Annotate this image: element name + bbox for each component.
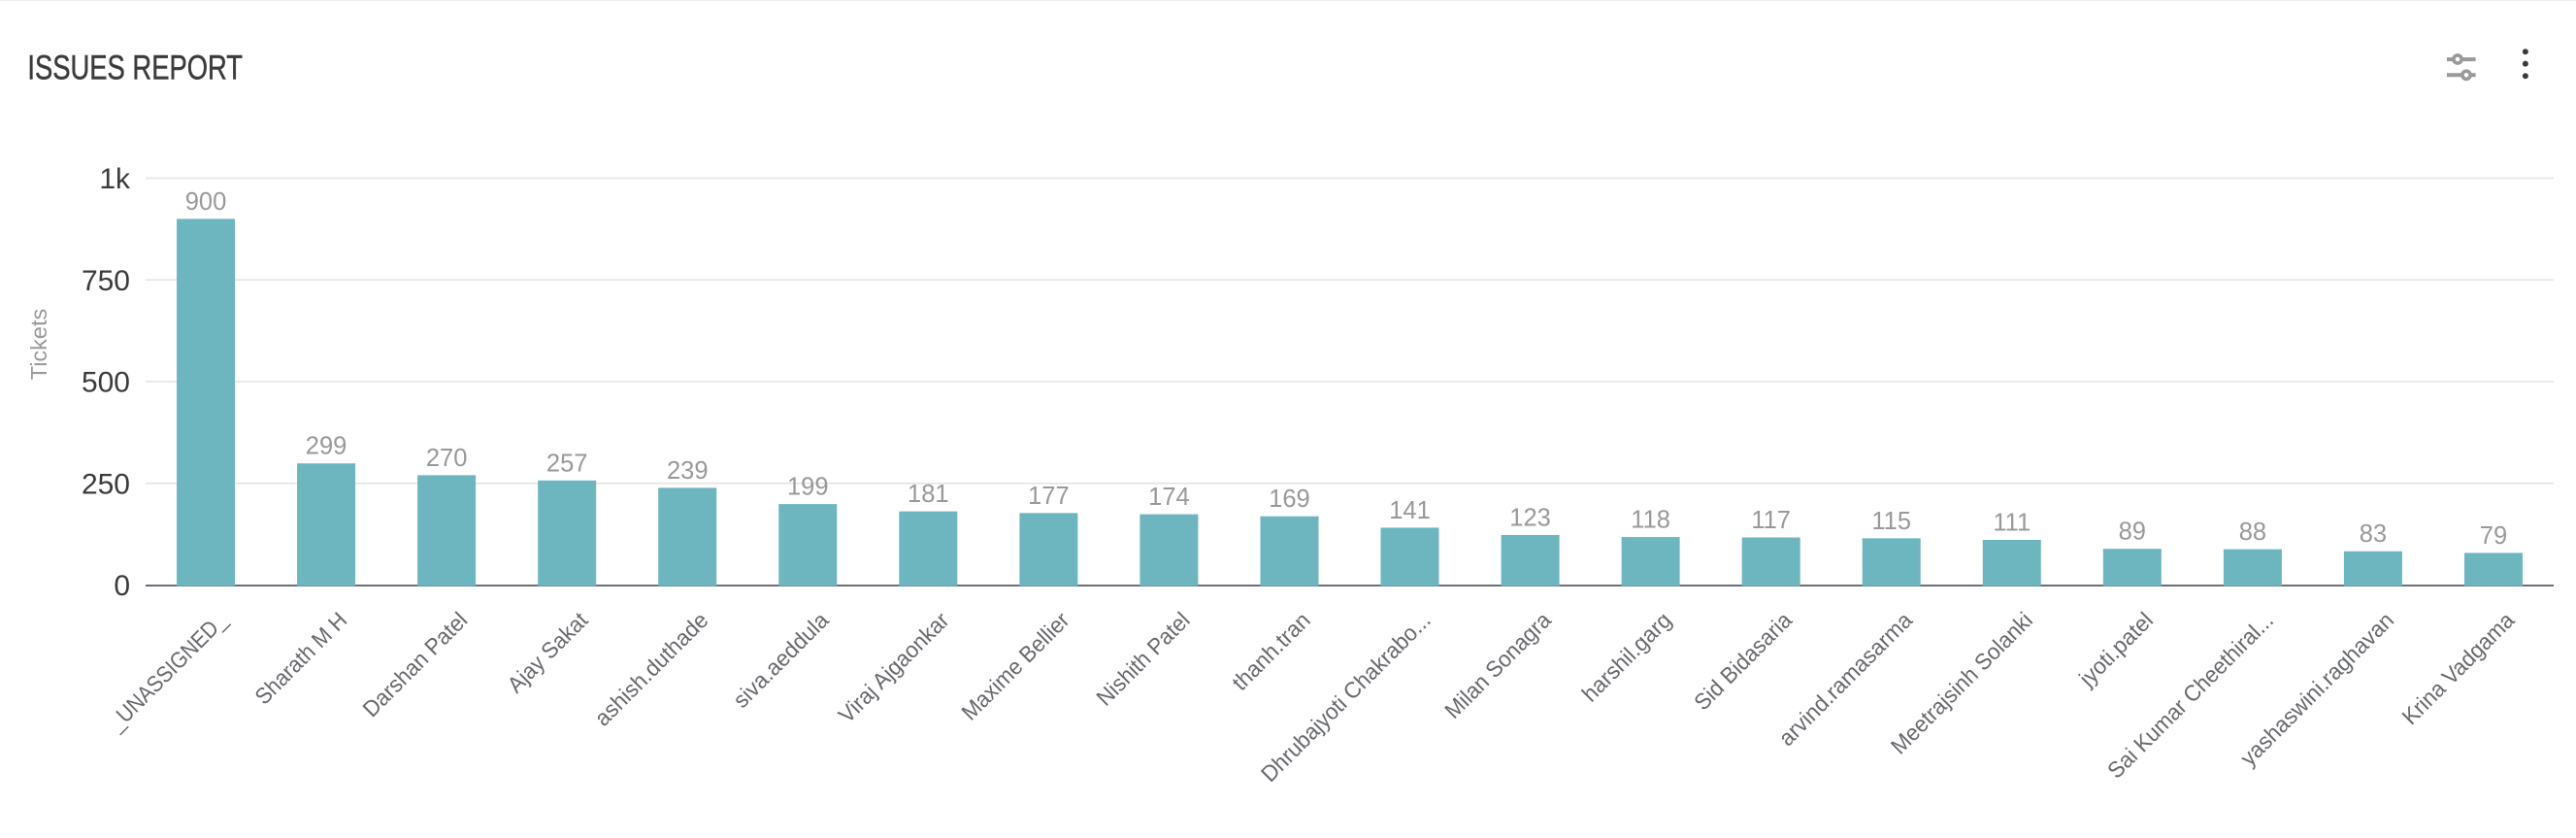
svg-text:169: 169 [1269, 486, 1310, 513]
svg-text:174: 174 [1148, 484, 1190, 511]
svg-text:750: 750 [82, 265, 130, 297]
svg-text:239: 239 [667, 457, 709, 485]
svg-text:ISSUES REPORT: ISSUES REPORT [27, 48, 243, 86]
svg-text:900: 900 [185, 188, 227, 216]
svg-text:111: 111 [1993, 509, 2031, 536]
svg-text:123: 123 [1509, 504, 1551, 531]
svg-text:118: 118 [1631, 507, 1670, 534]
svg-text:141: 141 [1389, 497, 1431, 524]
svg-text:181: 181 [908, 481, 949, 508]
svg-text:500: 500 [82, 367, 130, 399]
svg-text:0: 0 [114, 570, 130, 602]
svg-text:115: 115 [1871, 508, 1911, 535]
svg-text:199: 199 [787, 474, 829, 501]
svg-text:83: 83 [2360, 520, 2387, 548]
svg-text:270: 270 [426, 445, 468, 472]
svg-text:79: 79 [2480, 522, 2507, 550]
svg-text:88: 88 [2239, 519, 2266, 546]
svg-text:257: 257 [546, 450, 588, 477]
svg-text:89: 89 [2119, 519, 2146, 546]
svg-text:Tickets: Tickets [26, 309, 51, 381]
svg-text:1k: 1k [99, 163, 131, 195]
svg-text:117: 117 [1751, 507, 1791, 534]
svg-text:250: 250 [82, 468, 130, 500]
svg-text:177: 177 [1028, 483, 1070, 510]
svg-text:299: 299 [306, 433, 347, 460]
